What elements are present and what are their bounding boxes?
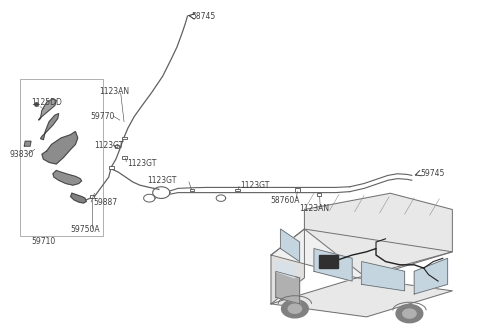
Polygon shape bbox=[271, 229, 304, 304]
Circle shape bbox=[281, 299, 308, 318]
Bar bbox=[317, 194, 321, 196]
Polygon shape bbox=[38, 99, 56, 120]
Polygon shape bbox=[276, 271, 300, 304]
Circle shape bbox=[403, 309, 416, 318]
Polygon shape bbox=[414, 258, 447, 294]
Polygon shape bbox=[319, 255, 338, 268]
Bar bbox=[236, 189, 240, 192]
Polygon shape bbox=[71, 193, 86, 203]
Bar bbox=[190, 189, 194, 192]
Text: 1123GT: 1123GT bbox=[95, 141, 124, 150]
Circle shape bbox=[288, 304, 301, 313]
Text: 1123AN: 1123AN bbox=[99, 87, 129, 96]
Text: 59750A: 59750A bbox=[70, 225, 100, 234]
Text: 58745: 58745 bbox=[192, 12, 216, 22]
Bar bbox=[90, 195, 95, 198]
Bar bbox=[115, 145, 119, 148]
Text: 93830: 93830 bbox=[10, 150, 34, 159]
Bar bbox=[122, 136, 127, 139]
Polygon shape bbox=[362, 261, 405, 291]
Text: 1123AN: 1123AN bbox=[300, 204, 330, 213]
Polygon shape bbox=[281, 229, 300, 261]
Bar bbox=[20, 79, 103, 236]
Circle shape bbox=[396, 304, 423, 323]
Polygon shape bbox=[53, 171, 82, 185]
Text: 1123GT: 1123GT bbox=[240, 181, 269, 190]
Polygon shape bbox=[271, 229, 452, 278]
Text: 1123GT: 1123GT bbox=[148, 176, 177, 185]
Polygon shape bbox=[40, 113, 59, 140]
Bar bbox=[295, 188, 300, 192]
Text: 1123GT: 1123GT bbox=[127, 158, 156, 168]
Polygon shape bbox=[271, 278, 452, 317]
Polygon shape bbox=[276, 261, 295, 278]
Bar bbox=[122, 156, 127, 159]
Text: 59710: 59710 bbox=[31, 237, 56, 246]
Text: 59745: 59745 bbox=[420, 169, 444, 177]
Text: 59887: 59887 bbox=[93, 197, 117, 207]
Polygon shape bbox=[42, 132, 78, 164]
Text: 59770: 59770 bbox=[91, 112, 115, 121]
Text: 1125DD: 1125DD bbox=[32, 98, 62, 107]
Polygon shape bbox=[304, 193, 452, 278]
Polygon shape bbox=[24, 141, 31, 146]
Bar bbox=[109, 166, 114, 169]
Polygon shape bbox=[314, 249, 352, 281]
Text: 58760A: 58760A bbox=[271, 196, 300, 205]
